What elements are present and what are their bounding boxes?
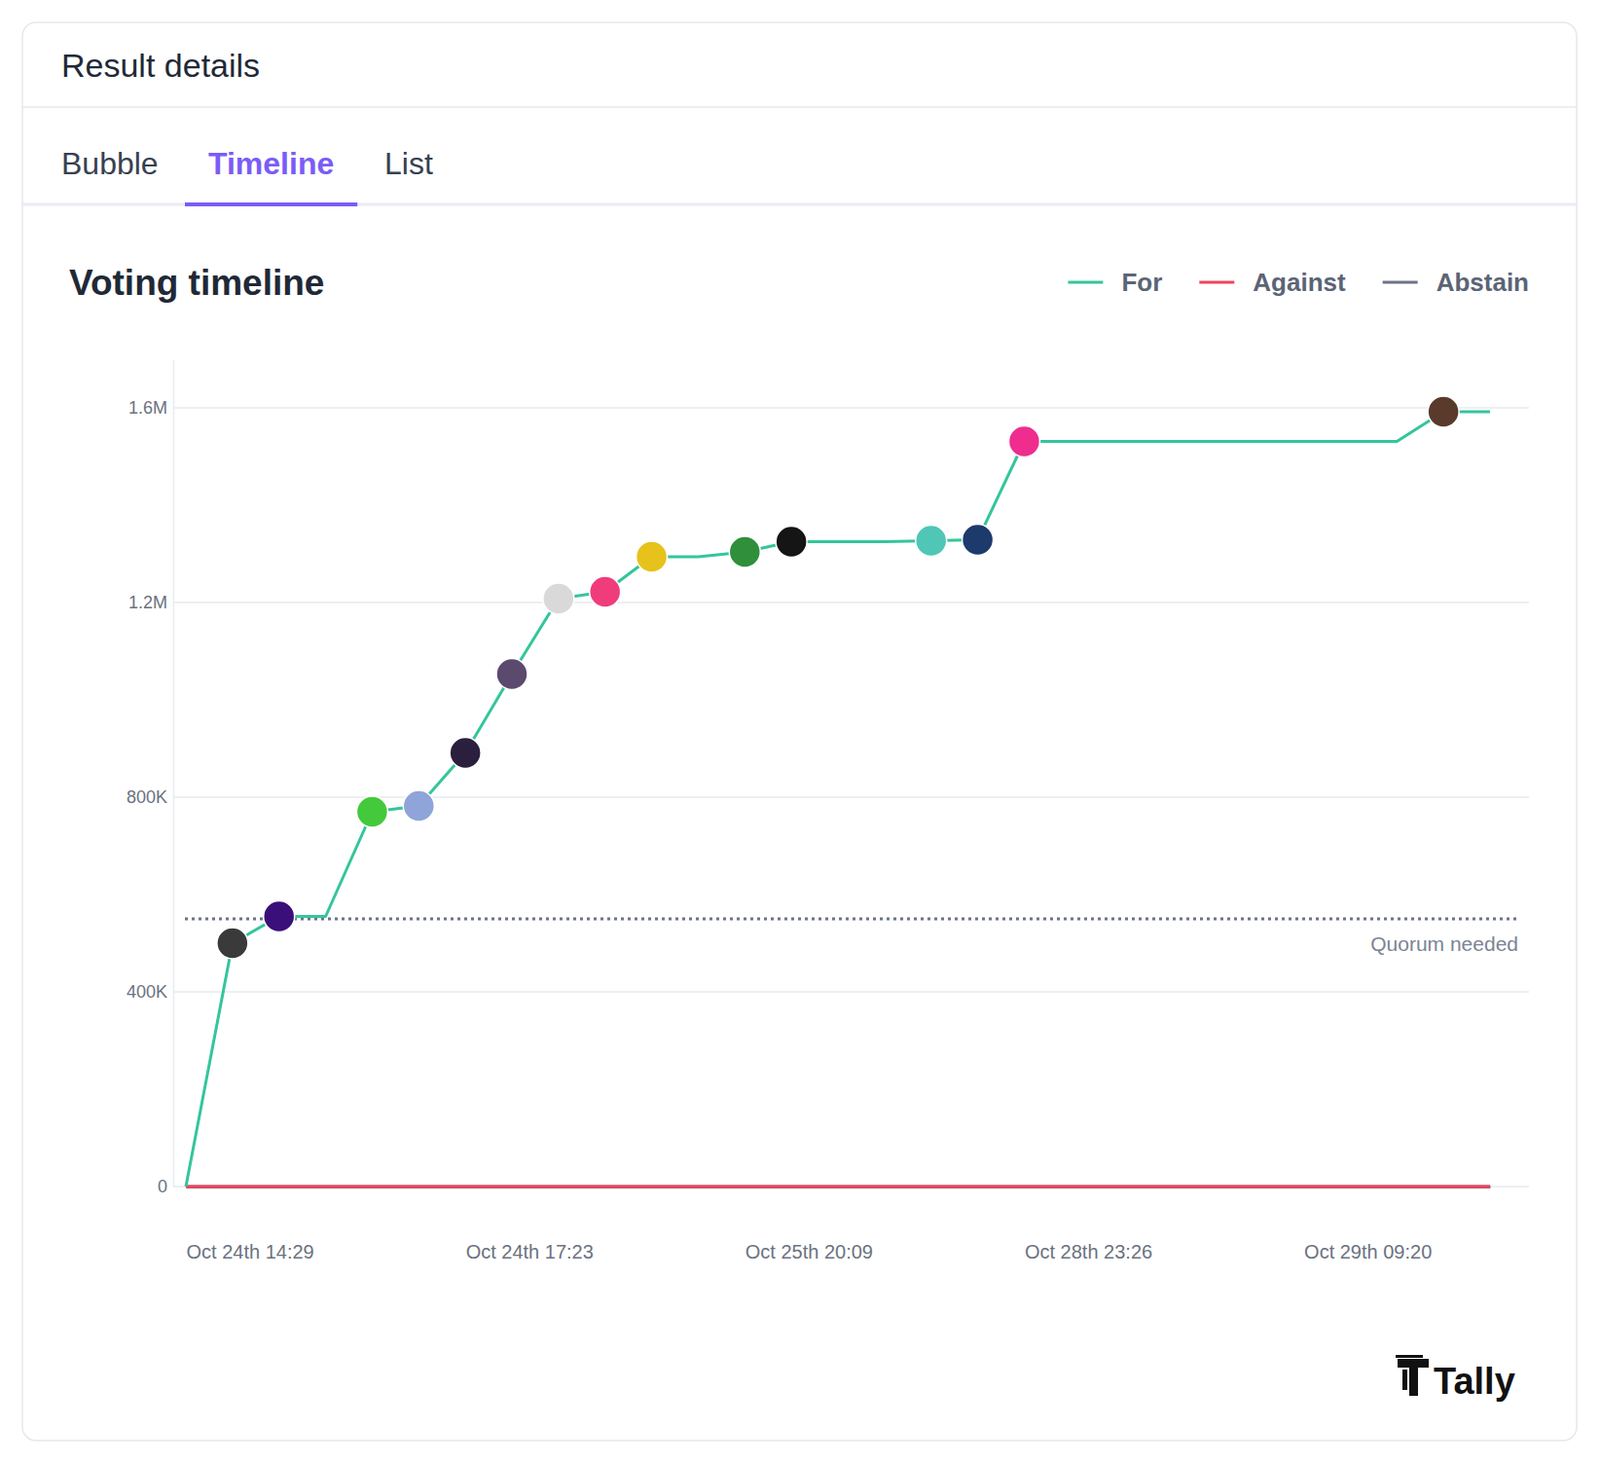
tab[interactable]: List — [384, 145, 434, 182]
series-line — [185, 1185, 1491, 1189]
quorum-line — [184, 917, 1521, 921]
voter-avatar[interactable] — [636, 541, 668, 573]
x-tick-label: Oct 25th 20:09 — [745, 1240, 873, 1263]
legend-swatch — [1199, 281, 1235, 285]
legend-swatch — [1382, 281, 1419, 285]
y-tick-label: 800K — [126, 787, 168, 807]
voter-avatar[interactable] — [449, 737, 481, 769]
voter-avatar[interactable] — [543, 582, 575, 615]
grid-line — [173, 406, 1529, 409]
voter-avatar[interactable] — [962, 524, 994, 556]
legend-label: Abstain — [1436, 267, 1529, 297]
voter-avatar[interactable] — [496, 658, 528, 691]
grid-line — [173, 601, 1529, 604]
y-tick-label: 400K — [126, 981, 168, 1002]
x-axis-line — [186, 1185, 1491, 1189]
chart-title: Voting timeline — [69, 262, 325, 303]
x-tick-label: Oct 24th 17:23 — [466, 1240, 594, 1263]
x-tick: Oct 25th 20:09 — [745, 1186, 873, 1263]
card — [22, 22, 1577, 1441]
y-tick: 0 — [157, 1176, 174, 1197]
voter-avatar[interactable] — [1427, 396, 1459, 428]
y-tick: 1.6M — [128, 398, 174, 418]
legend-item[interactable]: Against — [1199, 267, 1346, 297]
tab[interactable]: Timeline — [208, 145, 334, 182]
voter-avatar[interactable] — [263, 901, 295, 933]
y-tick-label: 1.6M — [128, 398, 168, 418]
plot-area — [184, 396, 1521, 1187]
y-tick: 800K — [126, 787, 174, 807]
legend-item[interactable]: Abstain — [1382, 267, 1529, 297]
voter-avatar[interactable] — [1008, 426, 1040, 458]
x-tick: Oct 24th 17:23 — [466, 1186, 594, 1263]
voter-avatar[interactable] — [589, 576, 621, 608]
page: Result details Bubble Timeline List Voting t… — [0, 0, 1600, 1462]
tab-underline — [184, 202, 358, 207]
x-tick: Oct 24th 14:29 — [186, 1186, 315, 1263]
y-tick-label: 1.2M — [128, 592, 168, 613]
legend-label: For — [1121, 267, 1163, 297]
grid-line — [173, 1185, 1529, 1188]
legend-label: Against — [1252, 267, 1346, 297]
grid-line — [173, 990, 1529, 993]
x-tick-label: Oct 29th 09:20 — [1304, 1240, 1432, 1263]
voter-avatar[interactable] — [356, 796, 388, 828]
x-tick: Oct 28th 23:26 — [1024, 1186, 1153, 1263]
brand: Tally — [1395, 1354, 1516, 1402]
grid — [173, 407, 1529, 1187]
card-title: Result details — [61, 46, 260, 84]
x-axis: Oct 24th 14:29 Oct 24th 17:23 Oct 25th 20:… — [186, 1186, 1491, 1263]
legend-item[interactable]: For — [1067, 267, 1163, 297]
voter-avatar[interactable] — [775, 526, 807, 558]
tabs-divider — [22, 203, 1577, 207]
voter-avatar[interactable] — [217, 927, 249, 959]
legend-swatch — [1067, 281, 1103, 285]
y-tick: 1.2M — [128, 592, 174, 613]
quorum-label: Quorum needed — [1370, 932, 1519, 955]
x-tick-label: Oct 28th 23:26 — [1024, 1240, 1153, 1263]
tab[interactable]: Bubble — [61, 145, 159, 182]
y-tick: 400K — [126, 981, 174, 1002]
x-tick: Oct 29th 09:20 — [1304, 1186, 1432, 1263]
brand-logo-detail — [1395, 1354, 1423, 1390]
y-tick-label: 0 — [157, 1176, 168, 1197]
brand-name: Tally — [1433, 1360, 1516, 1402]
series-line — [185, 1185, 1491, 1189]
header-divider — [22, 106, 1577, 109]
y-axis-line — [173, 360, 176, 1188]
y-axis: 0 400K 800K 1.2M 1.6M — [126, 360, 175, 1198]
voter-avatar[interactable] — [915, 525, 947, 557]
voter-avatar[interactable] — [728, 536, 761, 568]
x-tick-label: Oct 24th 14:29 — [186, 1240, 315, 1263]
legend: For Against Abstain — [1067, 267, 1529, 297]
voter-avatar[interactable] — [402, 790, 435, 822]
series-line — [185, 411, 1491, 1187]
brand-logo — [1397, 1358, 1429, 1396]
